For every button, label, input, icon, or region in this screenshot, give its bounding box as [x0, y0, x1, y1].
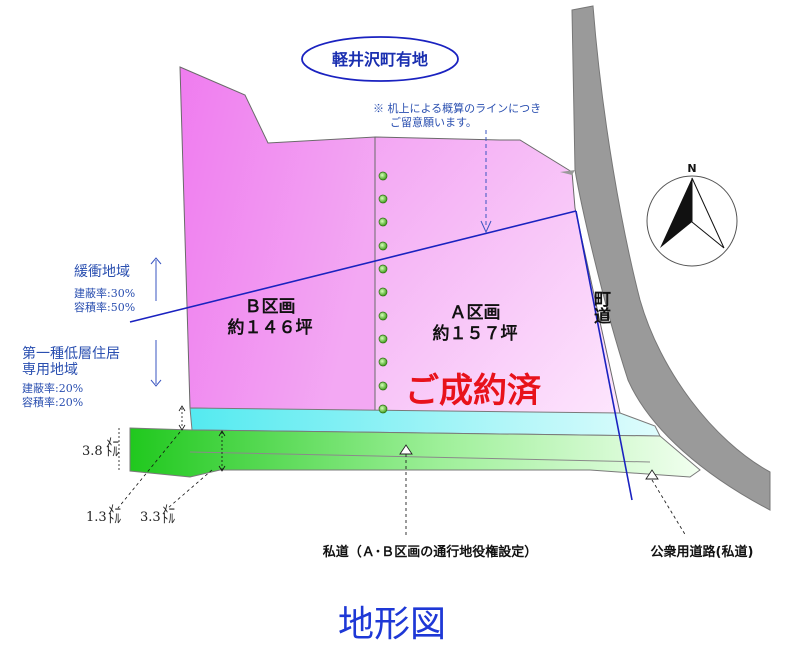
dim-3-8-unit-top: ﾒｰ [106, 436, 119, 451]
zoning-boundary-line [129, 210, 577, 323]
owner-label: 軽井沢町有地 [332, 50, 428, 69]
lot-a-area-label: 約１５７坪 [433, 323, 518, 344]
lot-b-name: Ｂ区画 [245, 297, 296, 317]
dimension-markers [117, 405, 226, 509]
buffer-coverage: 建蔽率:30% [74, 286, 135, 300]
lot-b-area [179, 66, 376, 414]
strip-edge [189, 451, 651, 463]
dim-1-3: 1.3 [86, 510, 107, 525]
buffer-far: 容積率:50% [74, 300, 135, 314]
north-arrow: N [646, 162, 738, 267]
dim-3-3: 3.3 [140, 510, 161, 525]
private-road-cyan [189, 407, 661, 437]
note-line-1: ※ 机上による概算のラインにつき [373, 101, 541, 115]
public-road-label: 公衆用道路(私道) [651, 544, 754, 560]
road-bump [560, 170, 575, 175]
residential-far: 容積率:20% [22, 395, 83, 409]
note-leader-arrow [480, 220, 492, 234]
dim-1-3-unit-bottom: ﾄﾙ [108, 512, 122, 527]
dim-3-8-unit-bottom: ﾄﾙ [106, 445, 120, 460]
town-road [571, 5, 771, 511]
note-line-2: ご留意願います。 [390, 115, 477, 129]
private-road-green [129, 427, 701, 478]
sold-label: ご成約済 [405, 371, 542, 411]
town-road-label-1: 町道 [590, 290, 611, 324]
private-road-label: 私道（Ａ･Ｂ区画の通行地役権設定） [323, 544, 538, 560]
lot-a-name: Ａ区画 [450, 303, 501, 323]
zone-arrows [150, 257, 162, 387]
zoning-boundary-line-road [575, 210, 633, 501]
owner-label-ellipse [301, 36, 459, 82]
dim-1-3-unit-top: ﾒｰ [108, 503, 121, 518]
lot-b-area-label: 約１４６坪 [228, 317, 313, 338]
north-label: N [687, 162, 696, 175]
dim-3-8: 3.8 [82, 444, 103, 459]
residential-zone-line-2: 専用地域 [22, 362, 78, 378]
buffer-zone-label: 緩衝地域 [74, 264, 130, 280]
boundary-posts [378, 171, 388, 414]
road-leaders [399, 444, 687, 537]
map-title: 地形図 [338, 604, 446, 645]
residential-zone-line-1: 第一種低層住居 [22, 345, 120, 362]
dim-3-3-unit-bottom: ﾄﾙ [162, 512, 176, 527]
residential-coverage: 建蔽率:20% [22, 381, 83, 395]
dim-3-3-unit-top: ﾒｰ [162, 503, 175, 518]
